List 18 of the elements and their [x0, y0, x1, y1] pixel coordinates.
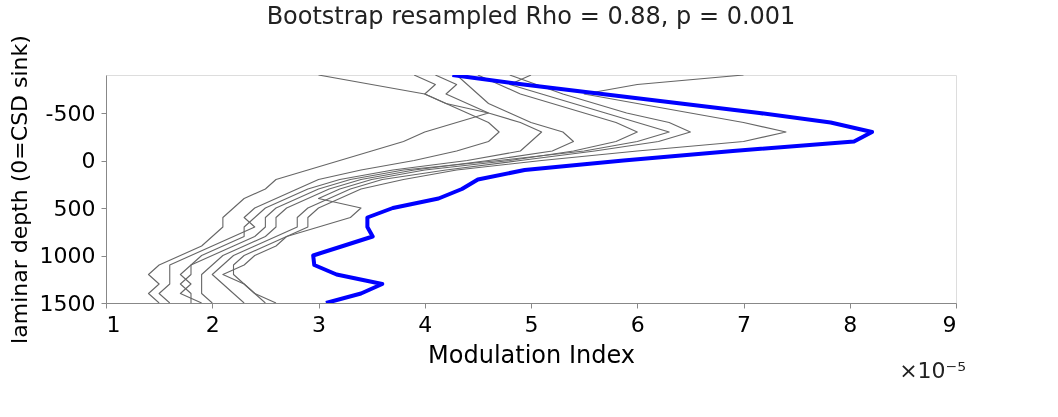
y-tick-label: 1500: [39, 290, 96, 316]
y-axis-title: laminar depth (0=CSD sink): [6, 35, 32, 344]
y-tick-label: -500: [45, 100, 96, 126]
x-tick-label: 2: [205, 311, 220, 337]
x-tick-label: 5: [524, 311, 539, 337]
x-tick-label: 8: [843, 311, 858, 337]
y-tick-label: 1000: [39, 243, 96, 268]
text: ×10⁻⁵: [899, 358, 966, 383]
x-tick-label: 1: [106, 311, 121, 337]
x-tick-label: 9: [942, 311, 957, 337]
x-tick-label: 6: [630, 311, 645, 337]
x-tick-label: 4: [418, 311, 433, 337]
y-tick-label: 0: [81, 148, 96, 173]
chart-title: Bootstrap resampled Rho = 0.88, p = 0.001: [266, 1, 796, 30]
y-tick-label: 500: [53, 195, 96, 221]
x-tick-label: 7: [737, 311, 751, 337]
x-tick-label: 3: [312, 311, 326, 337]
x-axis-title: Modulation Index: [428, 340, 635, 369]
